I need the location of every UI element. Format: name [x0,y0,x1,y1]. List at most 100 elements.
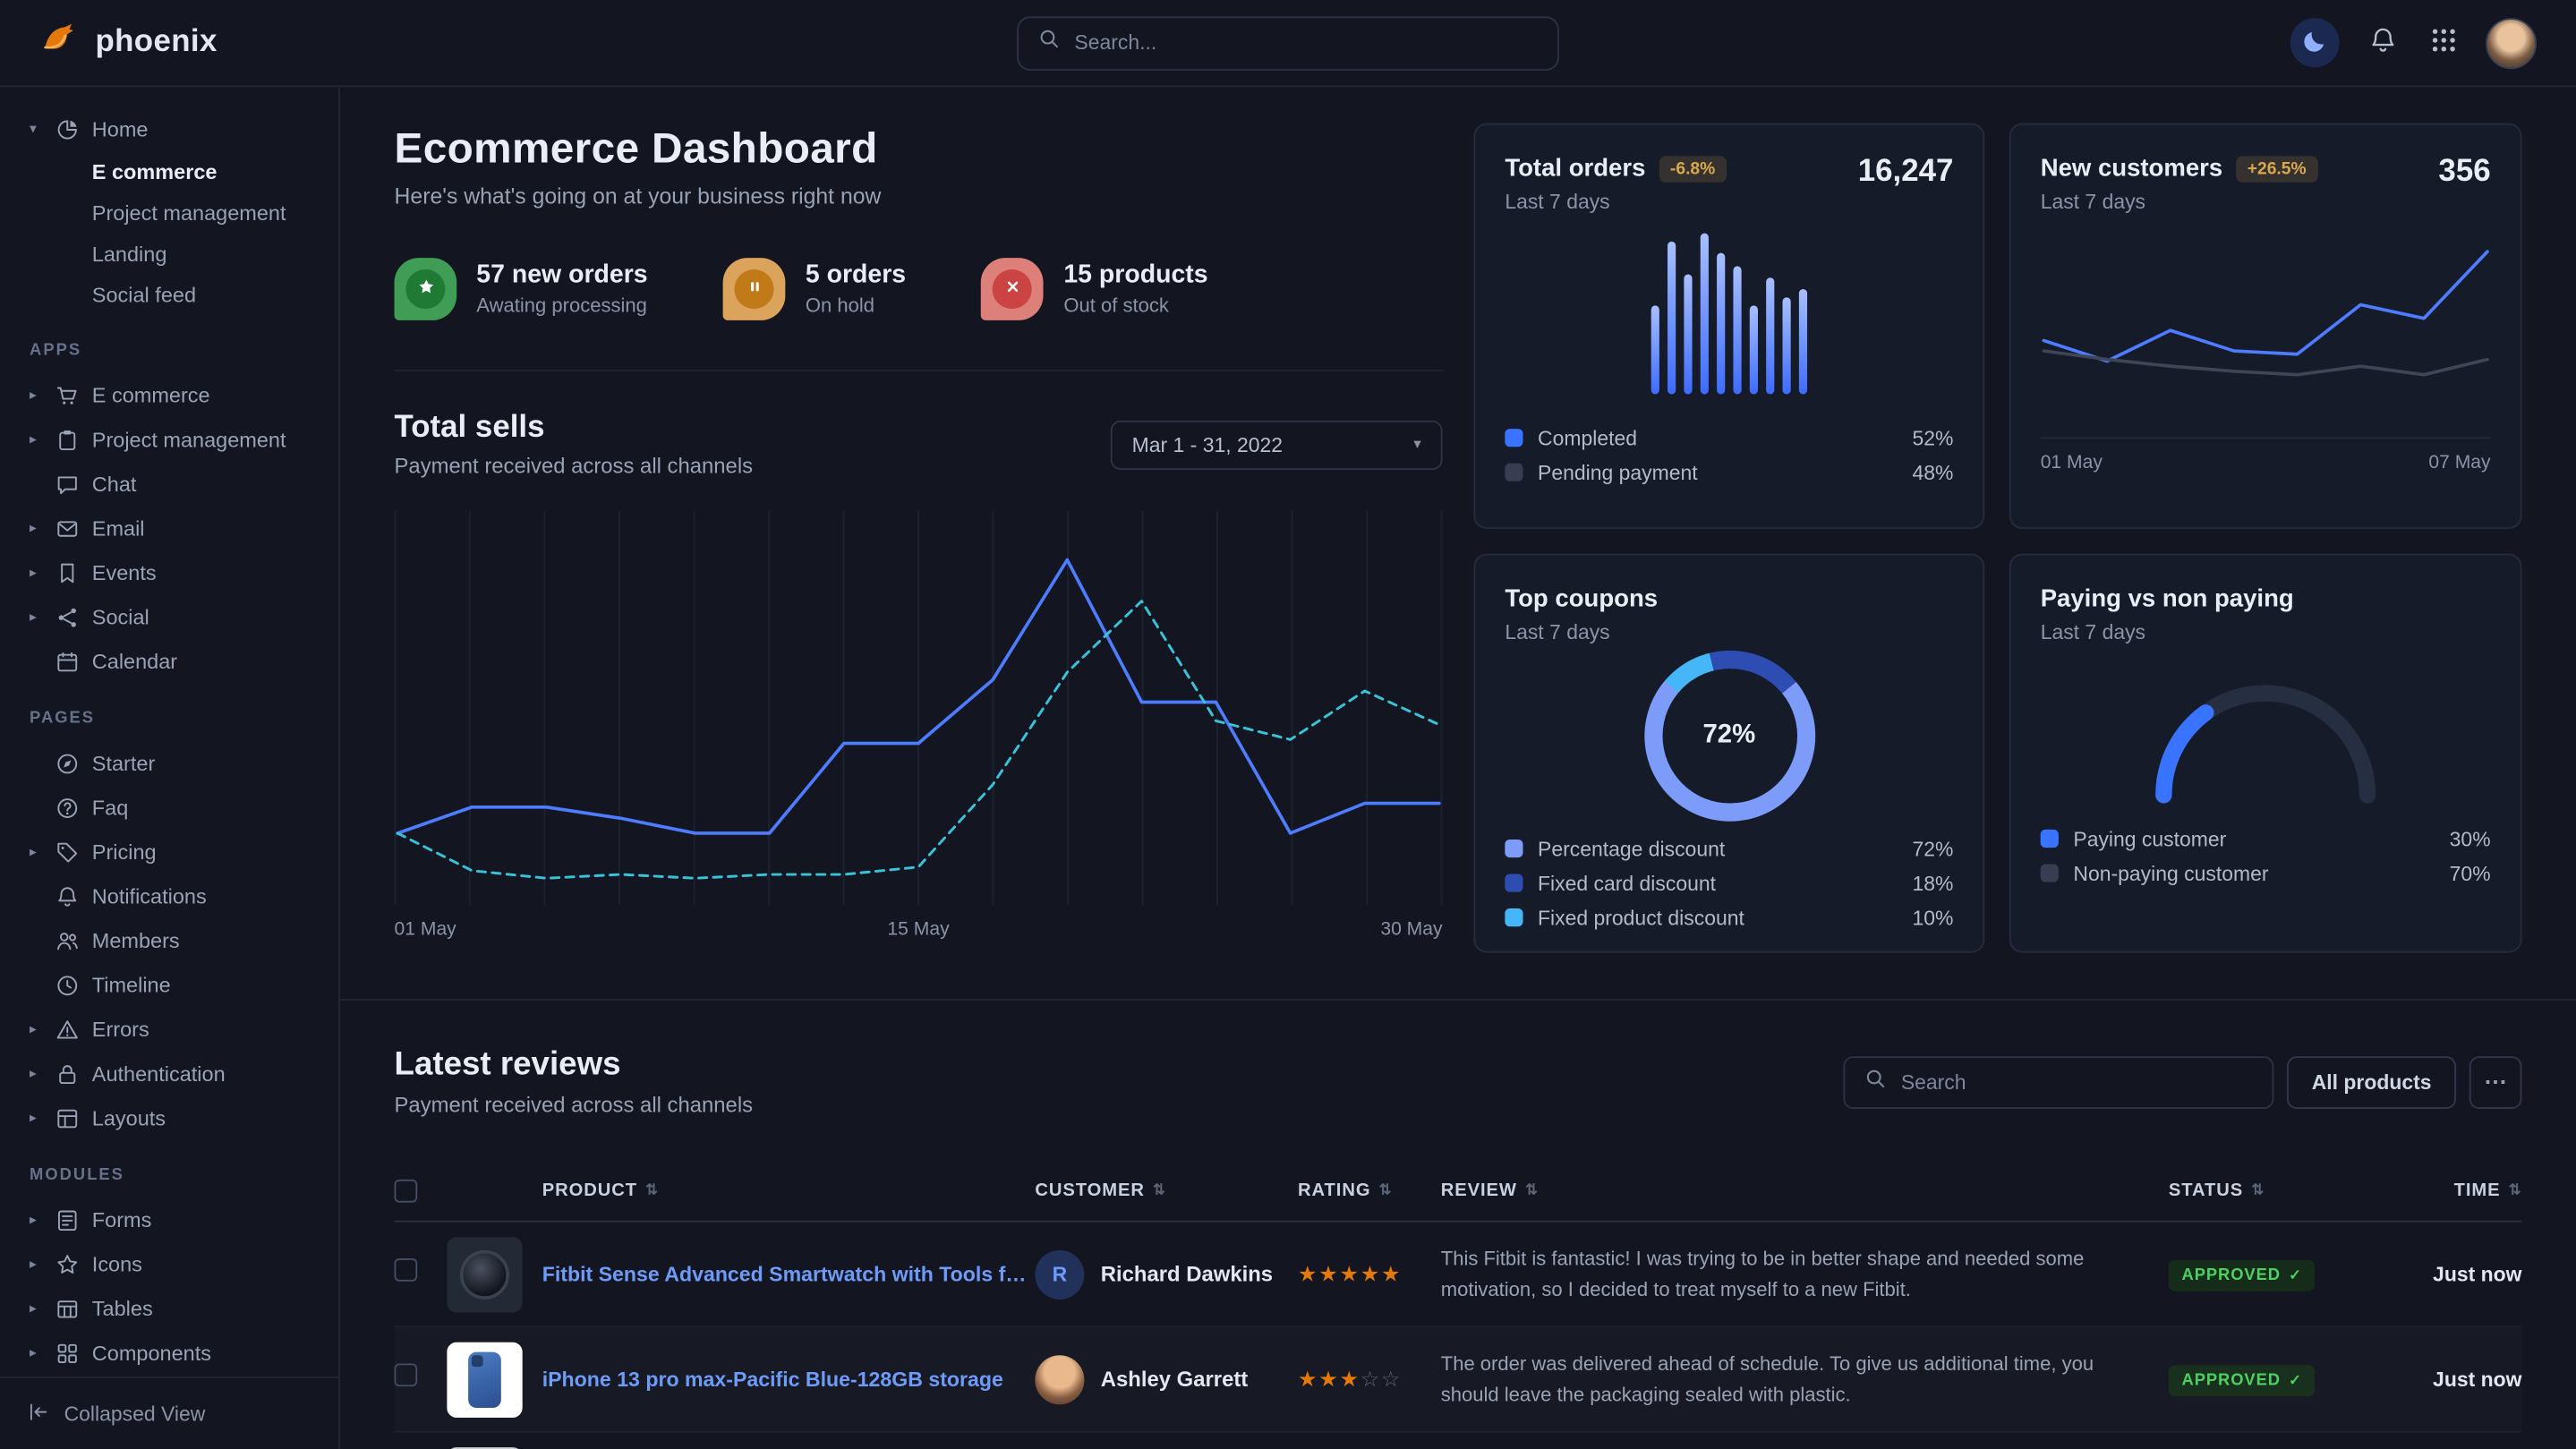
pie-icon [51,117,84,141]
sidebar: ▾ HomeE commerceProject managementLandin… [0,87,340,1449]
sidebar-item-notifications[interactable]: Notifications [20,874,319,918]
date-range-select[interactable]: Mar 1 - 31, 2022 ▾ [1111,420,1443,469]
card-title: New customers [2041,155,2223,183]
sort-icon: ⇅ [2509,1181,2522,1199]
chevron-right-icon: ▸ [30,843,51,861]
sort-icon: ⇅ [1153,1181,1166,1199]
sidebar-item-errors[interactable]: ▸ Errors [20,1007,319,1052]
card-period: Last 7 days [1505,191,1727,214]
legend-swatch [2041,864,2059,882]
review-text: The order was delivered ahead of schedul… [1441,1349,2169,1410]
reviews-search[interactable] [1844,1055,2274,1108]
collapsed-view-toggle[interactable]: Collapsed View [0,1377,338,1449]
table-row: Fitbit Sense Advanced Smartwatch with To… [395,1223,2522,1327]
share-icon [51,605,84,628]
chevron-right-icon: ▸ [30,430,51,448]
sidebar-item-tables[interactable]: ▸ Tables [20,1286,319,1331]
review-time: Just now [2391,1263,2522,1286]
sidebar-nav: ▾ HomeE commerceProject managementLandin… [0,87,338,1377]
sidebar-item-e-commerce[interactable]: E commerce [20,151,319,192]
sidebar-item-icons[interactable]: ▸ Icons [20,1242,319,1287]
sort-icon: ⇅ [2251,1181,2265,1199]
column-header-review[interactable]: REVIEW⇅ [1441,1181,2169,1200]
column-header-time[interactable]: TIME⇅ [2391,1181,2522,1200]
chevron-right-icon: ▸ [30,1109,51,1127]
more-options-button[interactable]: ⋯ [2469,1055,2522,1108]
sort-icon: ⇅ [645,1181,659,1199]
sidebar-item-starter[interactable]: Starter [20,741,319,786]
customer-avatar: R [1035,1249,1084,1299]
sidebar-item-timeline[interactable]: Timeline [20,963,319,1008]
x-axis-labels: 01 May 15 May 30 May [395,920,1443,940]
search-icon [1864,1067,1886,1096]
sidebar-item-members[interactable]: Members [20,918,319,963]
legend-swatch [1505,874,1523,891]
card-title: Top coupons [1505,584,1953,612]
legend-item: Fixed card discount 18% [1505,865,1953,900]
stat-value: 5 orders [806,261,906,291]
stat-caption: On hold [806,294,906,318]
product-thumbnail [447,1446,522,1449]
sidebar-item-components[interactable]: ▸ Components [20,1331,319,1376]
sidebar-item-home[interactable]: ▾ Home [20,107,319,151]
sidebar-item-layouts[interactable]: ▸ Layouts [20,1095,319,1140]
chevron-right-icon: ▸ [30,1255,51,1273]
user-avatar[interactable] [2486,17,2537,68]
brand-logo[interactable]: phoenix [39,18,218,67]
product-link[interactable]: Fitbit Sense Advanced Smartwatch with To… [542,1263,1036,1286]
x-axis-labels: 01 May 07 May [2041,437,2491,473]
sidebar-item-e-commerce[interactable]: ▸ E commerce [20,373,319,418]
all-products-button[interactable]: All products [2287,1055,2456,1108]
select-all-checkbox[interactable] [395,1179,418,1202]
column-header-rating[interactable]: RATING⇅ [1298,1181,1441,1200]
global-search[interactable] [1017,15,1559,70]
stat-value: 15 products [1063,261,1207,291]
reviews-search-input[interactable] [1901,1070,2253,1094]
column-header-customer[interactable]: CUSTOMER⇅ [1035,1181,1298,1200]
sidebar-item-faq[interactable]: Faq [20,785,319,830]
grid-icon [51,1342,84,1365]
column-header-product[interactable]: PRODUCT⇅ [447,1181,1035,1200]
sidebar-item-project-management[interactable]: ▸ Project management [20,417,319,462]
reviews-subtitle: Payment received across all channels [395,1093,754,1118]
sidebar-item-calendar[interactable]: Calendar [20,639,319,684]
rating-stars: ★★★☆☆ [1298,1364,1441,1394]
card-title: Total orders [1505,155,1645,183]
sidebar-item-chat[interactable]: Chat [20,462,319,507]
sidebar-item-project-management[interactable]: Project management [20,192,319,234]
chat-icon [51,473,84,496]
chevron-down-icon: ▾ [1413,435,1420,453]
card-title: Paying vs non paying [2041,584,2491,612]
legend-swatch [2041,830,2059,848]
legend-item: Non-paying customer 70% [2041,856,2491,891]
sidebar-item-social[interactable]: ▸ Social [20,594,319,639]
collapse-icon [28,1401,49,1427]
star-icon [51,1253,84,1276]
sidebar-item-landing[interactable]: Landing [20,234,319,275]
card-period: Last 7 days [1505,621,1953,644]
product-link[interactable]: iPhone 13 pro max-Pacific Blue-128GB sto… [542,1368,1003,1391]
stat-value: 57 new orders [476,261,647,291]
global-search-input[interactable] [1074,31,1538,55]
card-paying-vs-nonpaying: Paying vs non paying Last 7 days Paying … [2009,554,2522,953]
row-checkbox[interactable] [395,1363,418,1386]
search-icon [1038,28,1060,57]
apps-menu-button[interactable] [2425,25,2461,61]
legend-item: Percentage discount 72% [1505,831,1953,866]
trend-badge: +26.5% [2236,155,2318,181]
reviews-table-header: PRODUCT⇅ CUSTOMER⇅ RATING⇅ REVIEW⇅ STATU… [395,1160,2522,1223]
sidebar-item-pricing[interactable]: ▸ Pricing [20,830,319,874]
sidebar-item-authentication[interactable]: ▸ Authentication [20,1052,319,1096]
card-period: Last 7 days [2041,621,2491,644]
notifications-button[interactable] [2364,25,2400,61]
row-checkbox[interactable] [395,1258,418,1282]
sidebar-item-events[interactable]: ▸ Events [20,550,319,595]
clock-icon [51,974,84,997]
stat-orders-on-hold: 5 orders On hold [723,258,906,320]
sidebar-item-email[interactable]: ▸ Email [20,506,319,550]
column-header-status[interactable]: STATUS⇅ [2169,1181,2391,1200]
sidebar-item-forms[interactable]: ▸ Forms [20,1198,319,1242]
chevron-right-icon: ▸ [30,519,51,537]
theme-toggle-button[interactable] [2290,18,2340,67]
sidebar-item-social-feed[interactable]: Social feed [20,275,319,316]
